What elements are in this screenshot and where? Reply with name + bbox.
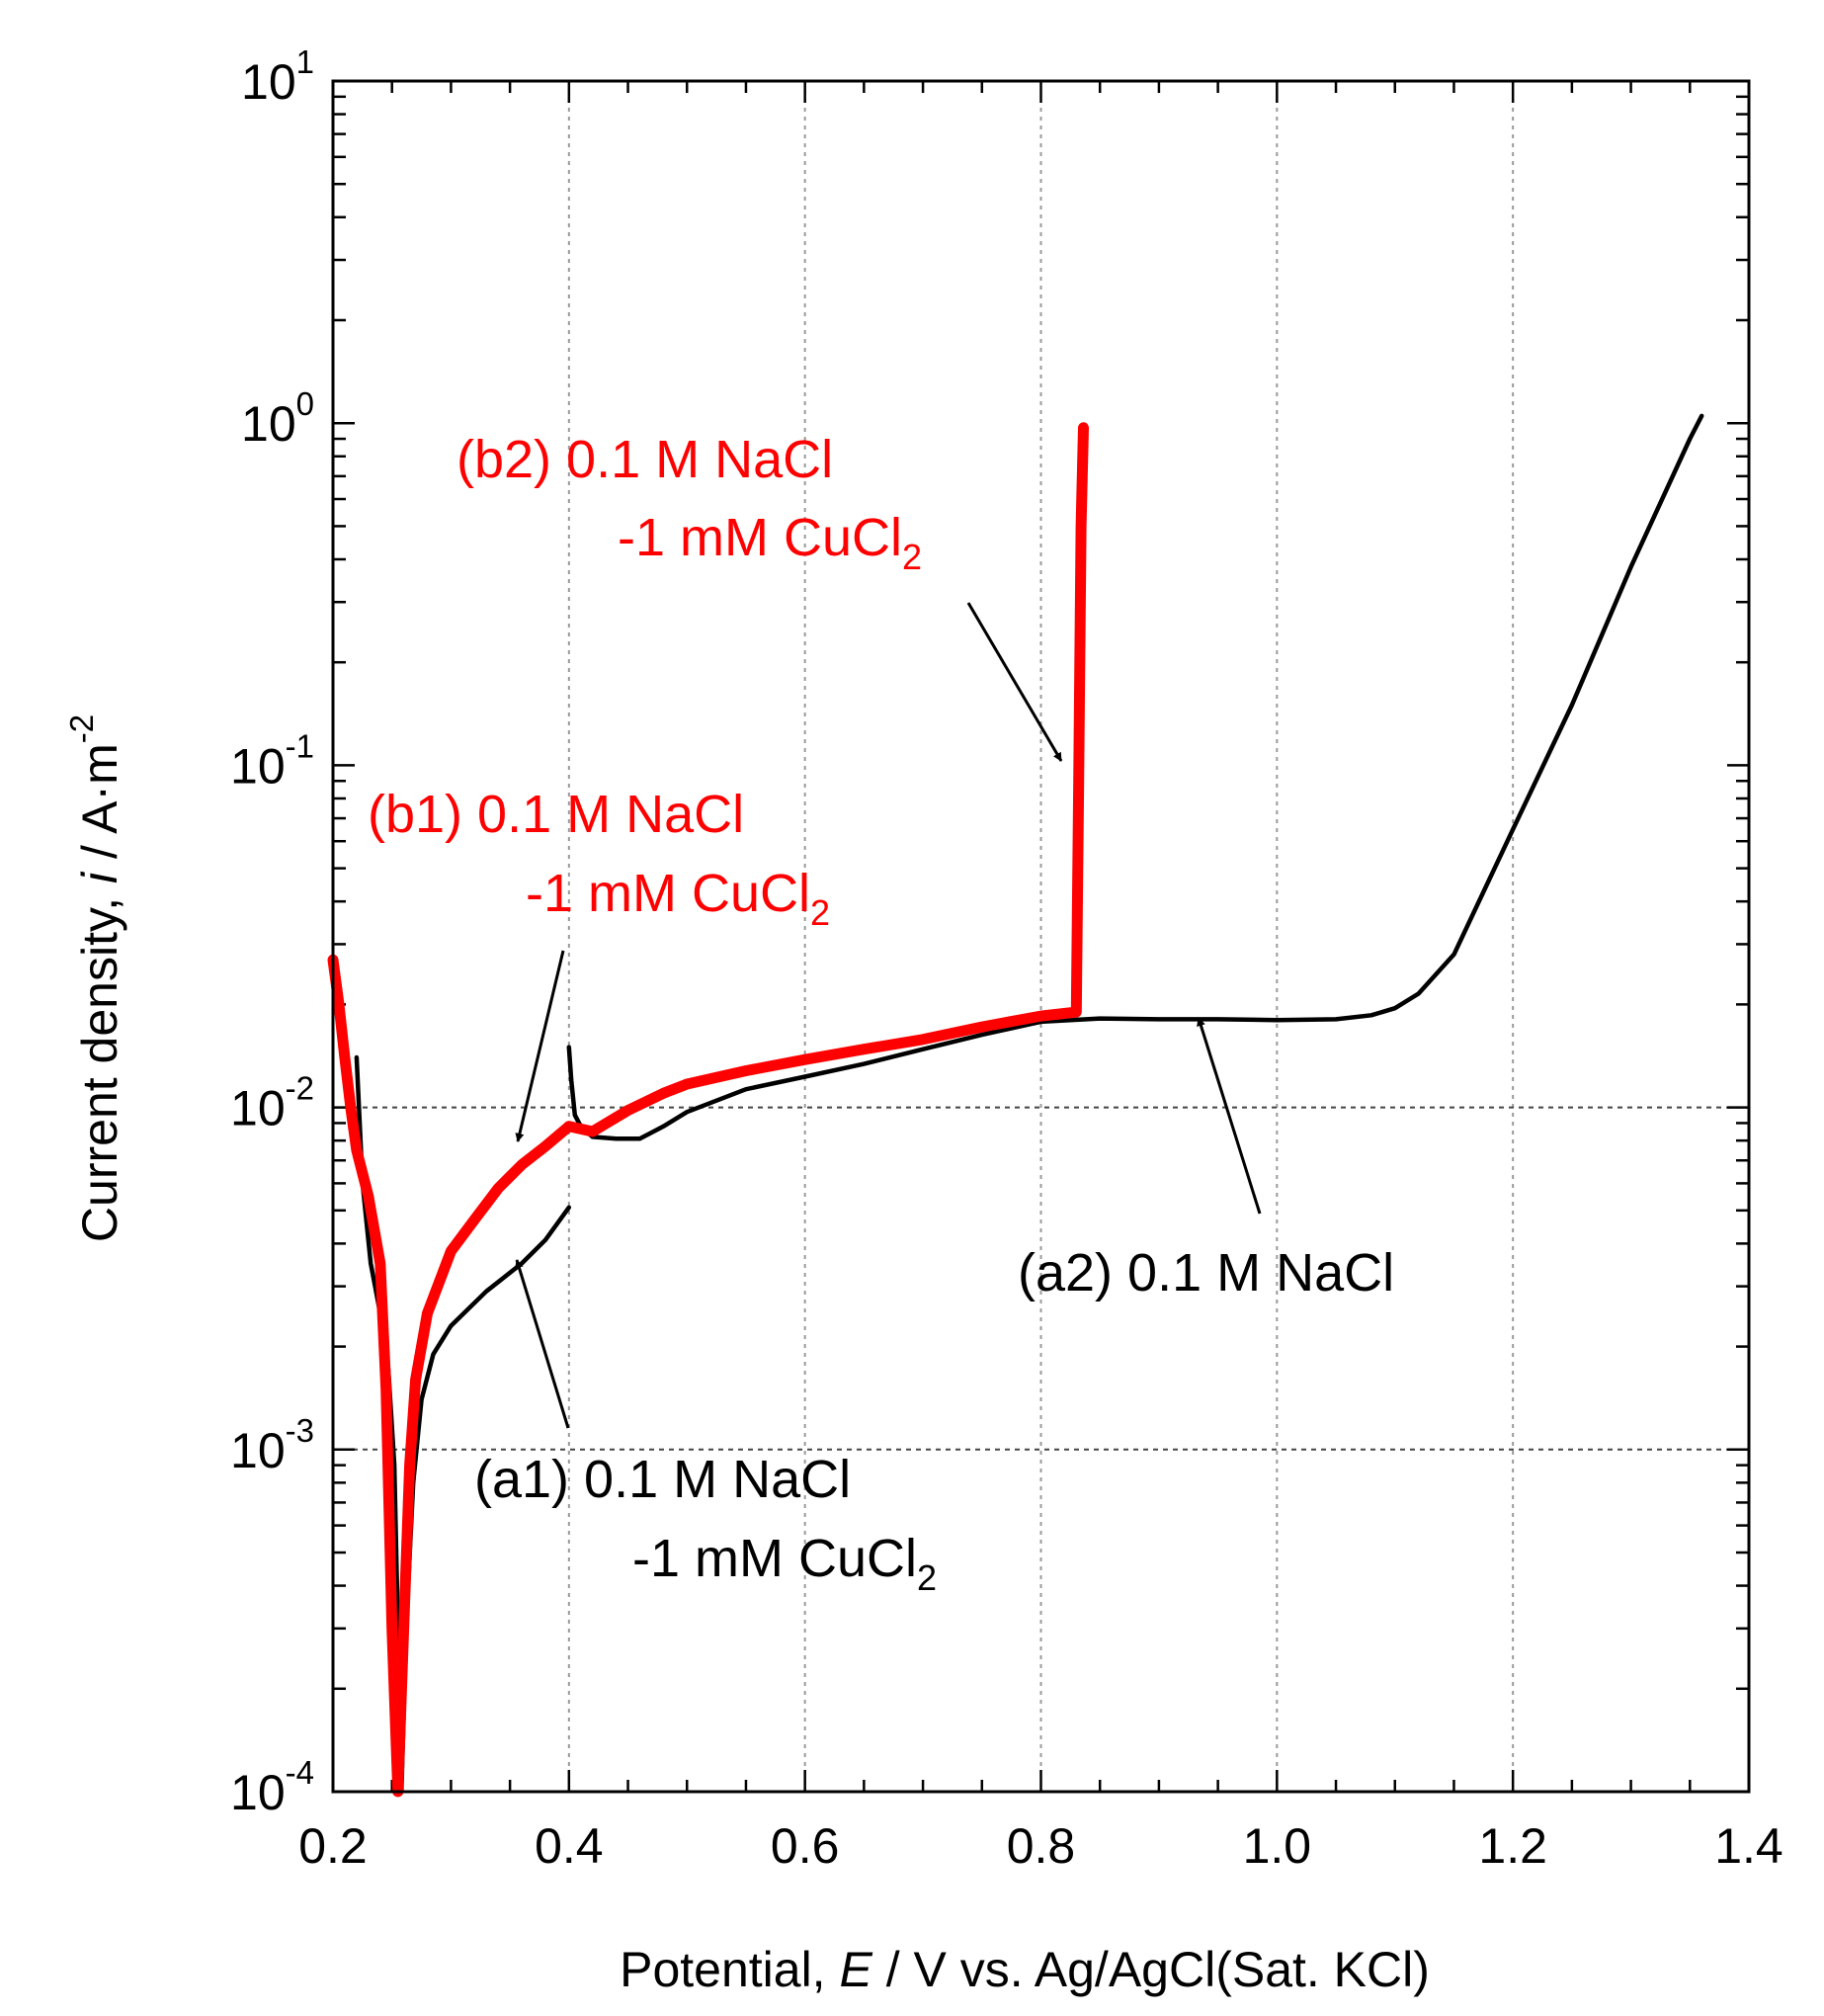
x-tick-label: 0.8 xyxy=(1007,1818,1076,1874)
x-tick-label: 0.2 xyxy=(298,1818,368,1874)
annotation-a1-line2: -1 mM CuCl2 xyxy=(632,1529,937,1598)
grid-lines xyxy=(333,81,1749,1792)
x-tick-label: 1.4 xyxy=(1714,1818,1783,1874)
series-line-1 xyxy=(566,413,1704,1141)
series-layer xyxy=(327,413,1704,1798)
y-tick-label: 10-1 xyxy=(230,727,314,794)
y-tick-label: 101 xyxy=(241,43,314,110)
y-tick-label: 10-3 xyxy=(230,1412,314,1478)
arrow-b1 xyxy=(515,950,565,1142)
annotation-arrows xyxy=(515,602,1262,1429)
y-tick-label: 10-2 xyxy=(230,1070,314,1136)
annotation-a1: (a1) 0.1 M NaCl -1 mM CuCl2 xyxy=(474,1450,937,1598)
x-axis-title: Potential, E / V vs. Ag/AgCl(Sat. KCl) xyxy=(620,1942,1430,1997)
annotation-b2-line2: -1 mM CuCl2 xyxy=(618,508,922,577)
x-tick-label: 0.6 xyxy=(771,1818,840,1874)
annotation-b1-line1: (b1) 0.1 M NaCl xyxy=(368,785,744,844)
y-tick-label: 10-4 xyxy=(230,1754,314,1820)
x-tick-label: 0.4 xyxy=(535,1818,604,1874)
arrow-b2 xyxy=(966,602,1063,762)
annotation-b2: (b2) 0.1 M NaCl -1 mM CuCl2 xyxy=(456,430,922,577)
series-line-2 xyxy=(327,954,575,1798)
x-tick-label: 1.2 xyxy=(1478,1818,1547,1874)
annotation-a2-line1: (a2) 0.1 M NaCl xyxy=(1018,1243,1394,1302)
y-tick-label: 100 xyxy=(241,385,314,452)
y-axis-title: Current density, i / A·m-2 xyxy=(63,714,127,1242)
x-tick-label: 1.0 xyxy=(1243,1818,1312,1874)
arrow-a2 xyxy=(1197,1017,1262,1215)
arrow-a1 xyxy=(515,1259,570,1429)
y-tick-labels: 101 100 10-1 10-2 10-3 10-4 xyxy=(230,43,314,1820)
annotation-b1: (b1) 0.1 M NaCl -1 mM CuCl2 xyxy=(368,785,830,933)
x-tick-labels: 0.2 0.4 0.6 0.8 1.0 1.2 1.4 xyxy=(298,1818,1783,1874)
plot-frame xyxy=(331,79,1751,1794)
annotation-b2-line1: (b2) 0.1 M NaCl xyxy=(456,430,833,489)
annotation-a1-line1: (a1) 0.1 M NaCl xyxy=(474,1450,851,1509)
annotation-b1-line2: -1 mM CuCl2 xyxy=(526,864,830,933)
annotation-a2: (a2) 0.1 M NaCl xyxy=(1018,1243,1394,1302)
series-line-3 xyxy=(563,422,1089,1137)
minor-ticks xyxy=(331,81,1751,1794)
